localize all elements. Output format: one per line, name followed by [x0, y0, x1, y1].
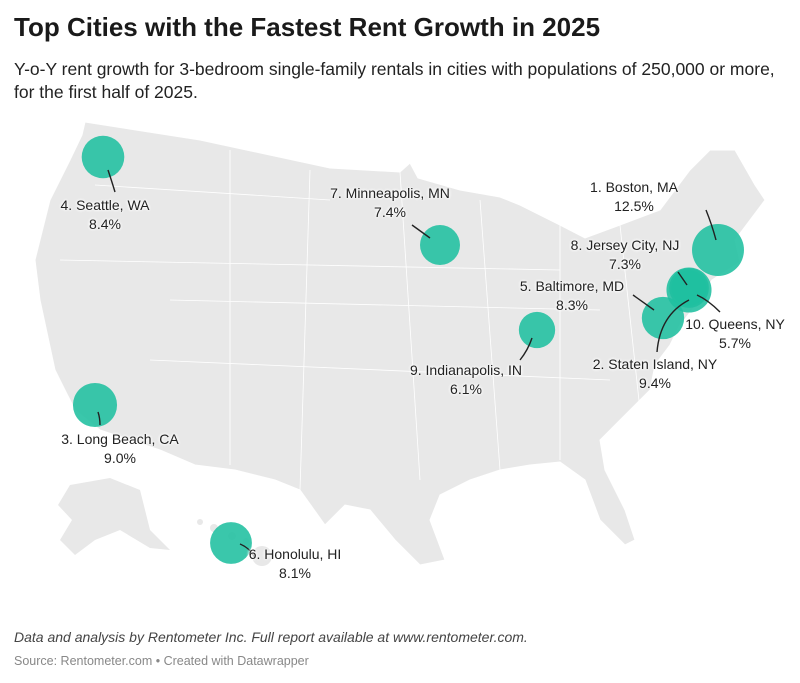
- city-label: 9. Indianapolis, IN 6.1%: [410, 361, 522, 399]
- city-label: 4. Seattle, WA 8.4%: [61, 196, 150, 234]
- map-land: [34, 121, 766, 566]
- city-growth-value: 8.3%: [556, 297, 588, 313]
- city-bubble[interactable]: [420, 225, 460, 265]
- city-name: 1. Boston, MA: [590, 179, 678, 195]
- city-name: 3. Long Beach, CA: [61, 431, 179, 447]
- arrow-icon: [705, 209, 717, 241]
- arrow-icon: [677, 271, 688, 286]
- city-growth-value: 7.3%: [609, 256, 641, 272]
- arrow-icon: [696, 294, 721, 313]
- footer-source: Source: Rentometer.com • Created with Da…: [14, 654, 309, 668]
- label-arrows: [97, 169, 721, 559]
- city-growth-value: 9.4%: [639, 375, 671, 391]
- city-label: 2. Staten Island, NY 9.4%: [593, 355, 718, 393]
- subtitle: Y-o-Y rent growth for 3-bedroom single-f…: [14, 59, 775, 102]
- arrow-icon: [107, 169, 116, 193]
- city-growth-value: 8.4%: [89, 216, 121, 232]
- city-bubble[interactable]: [518, 311, 556, 349]
- arrow-icon: [519, 337, 533, 361]
- arrow-icon: [632, 294, 655, 311]
- city-growth-value: 5.7%: [719, 335, 751, 351]
- city-growth-value: 7.4%: [374, 204, 406, 220]
- city-name: 6. Honolulu, HI: [248, 546, 342, 562]
- city-label: 8. Jersey City, NJ 7.3%: [571, 236, 680, 274]
- city-growth-value: 8.1%: [279, 565, 311, 581]
- city-bubbles: [72, 135, 744, 564]
- state-borders: [59, 150, 641, 491]
- city-bubble[interactable]: [81, 135, 125, 179]
- arrow-icon: [411, 224, 431, 239]
- city-name: 10. Queens, NY: [685, 316, 785, 332]
- alaska: [58, 478, 170, 555]
- page-title: Top Cities with the Fastest Rent Growth …: [14, 12, 601, 42]
- arrow-icon: [239, 543, 256, 559]
- city-label: 5. Baltimore, MD 8.3%: [520, 277, 624, 315]
- arrow-icon: [656, 299, 690, 353]
- city-label: 10. Queens, NY 5.7%: [685, 315, 785, 353]
- city-growth-value: 9.0%: [104, 450, 136, 466]
- city-name: 7. Minneapolis, MN: [330, 185, 450, 201]
- arrow-icon: [97, 411, 101, 426]
- city-bubble[interactable]: [72, 382, 118, 428]
- city-bubble[interactable]: [641, 296, 685, 340]
- city-label: 7. Minneapolis, MN 7.4%: [330, 184, 450, 222]
- contiguous-us: [34, 121, 766, 566]
- city-name: 5. Baltimore, MD: [519, 278, 625, 294]
- city-bubble[interactable]: [692, 224, 744, 276]
- city-growth-value: 12.5%: [614, 198, 654, 214]
- city-growth-value: 6.1%: [450, 381, 482, 397]
- city-label: 1. Boston, MA 12.5%: [590, 178, 678, 216]
- city-label: 6. Honolulu, HI 8.1%: [249, 545, 342, 583]
- footer-note: Data and analysis by Rentometer Inc. Ful…: [14, 629, 528, 645]
- city-bubble[interactable]: [671, 270, 707, 306]
- city-name: 4. Seattle, WA: [60, 197, 150, 213]
- city-name: 9. Indianapolis, IN: [409, 362, 523, 378]
- city-name: 8. Jersey City, NJ: [570, 237, 680, 253]
- city-label: 3. Long Beach, CA 9.0%: [61, 430, 179, 468]
- city-bubble[interactable]: [210, 522, 252, 564]
- city-name: 2. Staten Island, NY: [592, 356, 718, 372]
